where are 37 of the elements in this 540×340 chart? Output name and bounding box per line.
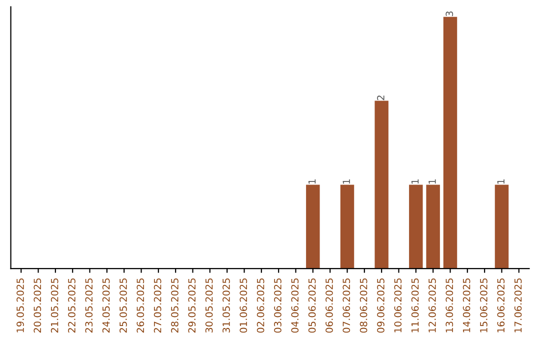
x-tick-label: 13.06.2025 [446, 278, 454, 332]
x-tick-label: 07.06.2025 [342, 278, 350, 333]
data-label: 1 [412, 179, 419, 184]
data-label: 3 [446, 11, 454, 16]
data-label: 2 [377, 96, 384, 100]
x-tick-label: 21.05.2025 [50, 278, 58, 333]
x-tick-label: 22.05.2025 [68, 278, 76, 333]
x-tick-label: 30.05.2025 [205, 278, 213, 333]
x-tick-label: 25.05.2025 [120, 278, 127, 333]
x-tick-label: 23.05.2025 [85, 278, 93, 333]
x-tick-label: 03.06.2025 [274, 278, 282, 333]
x-tick-label: 05.06.2025 [308, 278, 316, 333]
x-tick-label: 24.05.2025 [102, 278, 110, 333]
x-tick-label: 28.05.2025 [171, 278, 178, 333]
x-tick-label: 16.06.2025 [497, 278, 505, 332]
data-label: 1 [342, 179, 350, 184]
x-tick-label: 17.06.2025 [514, 278, 522, 332]
x-tick-label: 10.06.2025 [394, 278, 402, 332]
x-tick-label: 14.06.2025 [462, 278, 470, 332]
x-tick-label: 19.05.2025 [16, 278, 24, 332]
x-tick-label: 09.06.2025 [377, 278, 384, 333]
x-tick-label: 15.06.2025 [480, 278, 488, 332]
x-tick-label: 06.06.2025 [326, 278, 333, 333]
x-tick-label: 11.06.2025 [411, 278, 419, 332]
x-tick-label: 27.05.2025 [154, 278, 162, 333]
x-tick-label: 02.06.2025 [256, 278, 264, 333]
x-tick-label: 31.05.2025 [222, 278, 230, 333]
x-tick-label: 26.05.2025 [136, 278, 144, 333]
x-tick-label: 08.06.2025 [360, 278, 368, 333]
x-tick-label: 20.05.2025 [34, 278, 42, 333]
x-tick-label: 04.06.2025 [291, 278, 299, 333]
x-tick-label: 01.06.2025 [240, 278, 248, 333]
x-tick-label: 29.05.2025 [188, 278, 196, 333]
data-label: 1 [497, 179, 504, 184]
x-tick-label: 12.06.2025 [428, 278, 436, 332]
data-label: 1 [308, 179, 316, 184]
data-label: 1 [428, 179, 436, 184]
